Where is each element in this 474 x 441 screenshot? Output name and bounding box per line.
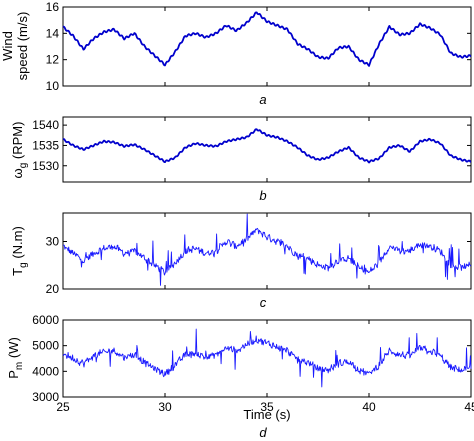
panel-b-ytick-label: 1540 <box>32 118 59 132</box>
panel-c: Tg (N.m) c 20 30 <box>10 212 472 310</box>
panel-c-ylabel: Tg (N.m) <box>10 226 29 276</box>
panel-a-ytick-label: 16 <box>46 0 60 14</box>
x-tick-label: 25 <box>56 400 70 414</box>
panel-b-frame <box>62 116 472 183</box>
panel-b-ylabel-omega: ω <box>10 168 25 178</box>
panel-d-ylabel-main: P <box>6 370 21 379</box>
panel-b: ωg (RPM) b 1530 1535 1540 <box>10 116 472 203</box>
panel-d-ytick-label: 5000 <box>32 339 59 353</box>
panel-a-letter: a <box>259 92 266 107</box>
panel-c-letter: c <box>260 295 267 310</box>
panel-d-series-line <box>62 328 472 388</box>
panel-c-ylabel-main: T <box>10 268 25 276</box>
panel-d-letter: d <box>259 425 267 440</box>
x-axis-label: Time (s) <box>243 407 290 422</box>
panel-d: Pm (W) Time (s) d 3000 4000 5000 6000 25 30 35… <box>6 313 474 440</box>
panel-d-ytick-label: 3000 <box>32 390 59 404</box>
panel-b-ytick-label: 1535 <box>32 138 59 152</box>
panel-b-series-line <box>62 128 472 164</box>
panel-a-ylabel-line2: speed (m/s) <box>15 12 30 81</box>
panel-a-ytick-label: 10 <box>46 79 60 93</box>
panel-c-ytick-label: 30 <box>46 235 60 249</box>
x-tick-label: 40 <box>362 400 376 414</box>
x-tick-label: 35 <box>260 400 274 414</box>
panel-c-ytick-label: 20 <box>46 282 60 296</box>
panel-a-frame <box>62 6 472 87</box>
panel-c-ylabel-sub: g <box>18 262 29 268</box>
panel-a-series-line <box>62 11 472 67</box>
x-tick-label: 45 <box>464 400 474 414</box>
panel-b-letter: b <box>259 188 266 203</box>
panel-b-ylabel: ωg (RPM) <box>10 122 29 179</box>
panel-c-ylabel-rest: (N.m) <box>10 226 25 262</box>
x-tick-label: 30 <box>158 400 172 414</box>
panel-c-series-line <box>62 213 472 286</box>
panel-b-ylabel-sub: g <box>18 163 29 169</box>
panel-b-ylabel-rest: (RPM) <box>10 122 25 163</box>
panel-d-ylabel-rest: (W) <box>6 337 21 362</box>
panel-b-ytick-label: 1530 <box>32 159 59 173</box>
panel-d-ylabel-sub: m <box>14 362 25 370</box>
panel-a-ylabel-line1: Wind <box>0 31 15 61</box>
panel-a-ytick-label: 14 <box>46 26 60 40</box>
panel-a-ytick-label: 12 <box>46 53 60 67</box>
panel-d-ytick-label: 6000 <box>32 313 59 327</box>
panel-a: Wind speed (m/s) a 10 12 14 16 <box>0 0 472 107</box>
panel-d-ytick-label: 4000 <box>32 364 59 378</box>
panel-d-ylabel: Pm (W) <box>6 337 25 379</box>
